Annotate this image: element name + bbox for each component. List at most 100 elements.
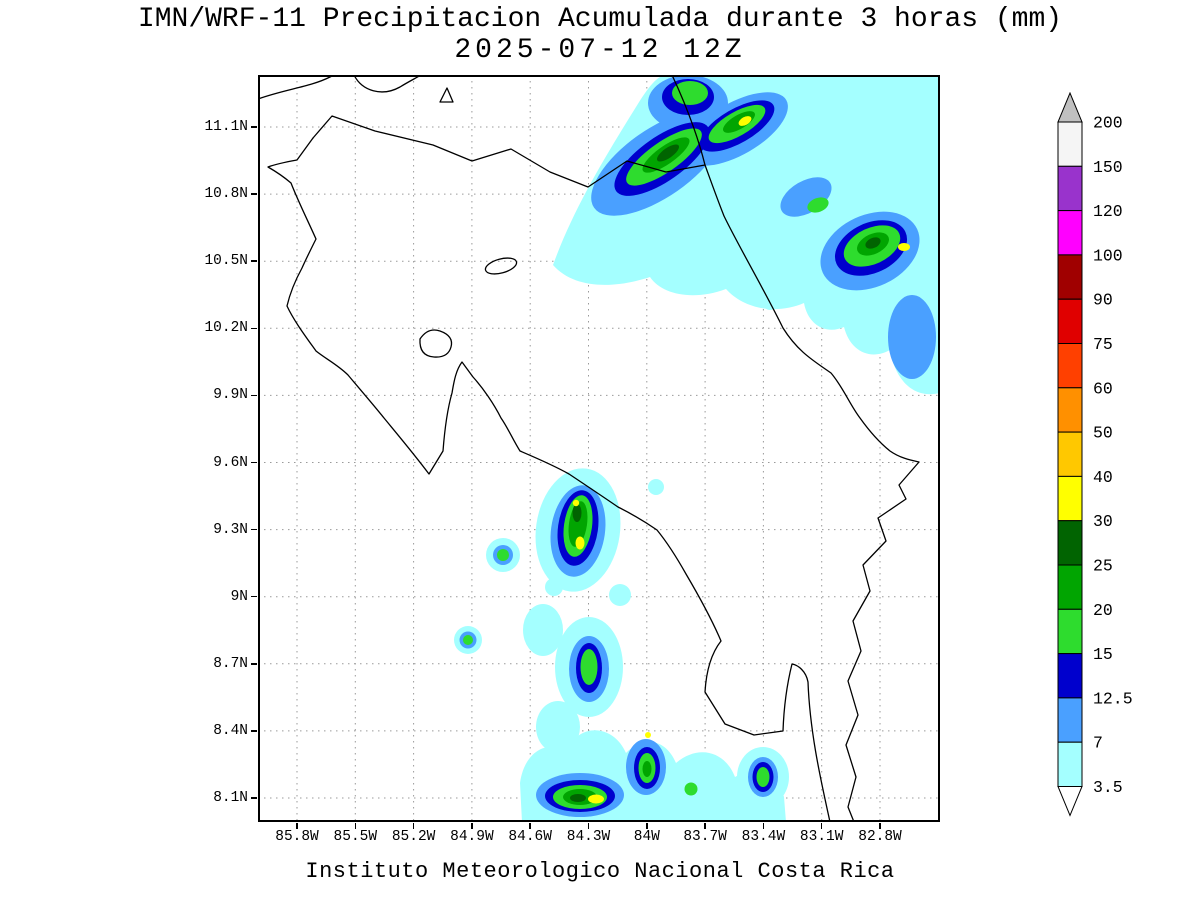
lake-arenal [484, 257, 518, 275]
precip-blob [738, 116, 752, 126]
precip-blob [588, 794, 604, 804]
lon-tick [529, 823, 531, 829]
colorbar-under-arrow [1057, 786, 1083, 817]
colorbar-band [1057, 210, 1083, 256]
colorbar-band [1057, 520, 1083, 566]
lon-tick [820, 823, 823, 829]
lon-tick-label: 84W [633, 829, 660, 845]
figure-footer: Instituto Meteorologico Nacional Costa R… [305, 859, 895, 884]
lat-tick [251, 797, 257, 799]
colorbar-label: 100 [1093, 246, 1123, 265]
precip-blob [580, 649, 598, 685]
lon-tick-label: 82.8W [858, 829, 902, 845]
lat-tick [251, 595, 257, 598]
lon-tick [762, 823, 765, 829]
lat-tick [251, 528, 257, 531]
lat-tick-label: 10.2N [204, 320, 248, 337]
precip-blob [729, 271, 747, 289]
lat-tick [251, 327, 257, 330]
colorbar-label: 3.5 [1093, 778, 1123, 797]
colorbar-label: 20 [1093, 601, 1113, 620]
colorbar-label: 7 [1093, 734, 1103, 753]
colorbar-label: 75 [1093, 335, 1113, 354]
colorbar-band [1057, 741, 1083, 788]
country-outline [258, 75, 920, 822]
colorbar-band [1057, 653, 1083, 699]
lon-tick-label: 84.9W [450, 829, 494, 845]
colorbar-label: 30 [1093, 512, 1113, 531]
lat-tick-label: 10.8N [204, 186, 248, 203]
colorbar-label: 25 [1093, 557, 1113, 576]
precip-blob [570, 794, 586, 802]
precip-blob [609, 584, 631, 606]
lat-tick-label: 9.3N [213, 521, 248, 538]
lon-tick [704, 823, 706, 829]
precip-blob [545, 578, 563, 596]
colorbar-band [1057, 431, 1083, 477]
costa-rica-pacific-coast [267, 137, 831, 822]
precip-blob [756, 767, 770, 787]
lat-tick [251, 461, 257, 464]
nicaragua-pacific-coastline [258, 75, 335, 100]
lake-nicaragua-shore [353, 75, 422, 93]
lat-tick [251, 730, 257, 732]
lat-tick-label: 8.7N [213, 655, 248, 672]
colorbar-svg: 200 150 120 100 90 75 60 50 40 30 25 20 15 12.5 7 3.5 [1057, 91, 1133, 817]
lat-tick [251, 126, 257, 128]
colorbar-band [1057, 298, 1083, 344]
colorbar-label: 150 [1093, 158, 1123, 177]
lat-tick-label: 11.1N [204, 119, 248, 135]
precip-blob [684, 782, 698, 796]
lon-tick-label: 83.4W [741, 829, 786, 845]
precip-blob [645, 732, 651, 738]
colorbar-band [1057, 121, 1083, 167]
colorbar-band [1057, 608, 1083, 655]
grid-lines [258, 75, 940, 822]
colorbar-over-arrow [1057, 91, 1083, 123]
precip-blob [572, 504, 582, 522]
colorbar-band [1057, 343, 1083, 389]
precip-blob [536, 701, 580, 753]
colorbar-label: 200 [1093, 114, 1123, 133]
precip-blob [656, 144, 680, 162]
precip-blob [642, 761, 652, 777]
colorbar-band [1057, 475, 1083, 522]
colorbar-label: 120 [1093, 202, 1123, 221]
lon-tick-label: 85.8W [275, 829, 319, 845]
colorbar-label: 90 [1093, 291, 1113, 310]
colorbar-label: 50 [1093, 424, 1113, 443]
gulf-island-chira [419, 329, 453, 358]
lon-tick [296, 823, 298, 829]
precip-blob [523, 604, 563, 656]
lon-tick-label: 85.2W [391, 829, 436, 845]
lon-tick-label: 83.1W [799, 829, 844, 845]
precip-blob [888, 295, 936, 379]
lon-tick [354, 823, 357, 829]
lon-tick-label: 84.3W [566, 829, 611, 845]
precip-blob [572, 499, 580, 507]
lat-tick [251, 663, 257, 665]
lat-tick-label: 10.5N [204, 253, 248, 270]
colorbar-band [1057, 697, 1083, 743]
colorbar-band [1057, 165, 1083, 212]
plot-border [258, 75, 940, 822]
precip-blob [672, 81, 708, 105]
colorbar-label: 15 [1093, 645, 1113, 664]
nicaragua-caribbean-coastline [671, 75, 706, 166]
colorbar-legend: 200 150 120 100 90 75 60 50 40 30 25 20 15 12.5 7 3.5 [1057, 91, 1197, 818]
lat-tick-label: 9N [230, 588, 248, 605]
precip-blob [648, 479, 664, 495]
colorbar-band [1057, 387, 1083, 433]
lon-tick-label: 84.6W [508, 829, 552, 845]
precip-blob [463, 635, 473, 645]
precip-blob [575, 536, 585, 550]
colorbar-band [1057, 564, 1083, 610]
lon-tick-label: 85.5W [333, 829, 378, 845]
colorbar-label: 40 [1093, 468, 1113, 487]
lat-tick [251, 193, 257, 195]
lat-tick-label: 9.6N [213, 454, 248, 471]
colorbar-band [1057, 254, 1083, 300]
lon-tick-label: 83.7W [683, 829, 727, 845]
lon-tick [879, 823, 881, 829]
